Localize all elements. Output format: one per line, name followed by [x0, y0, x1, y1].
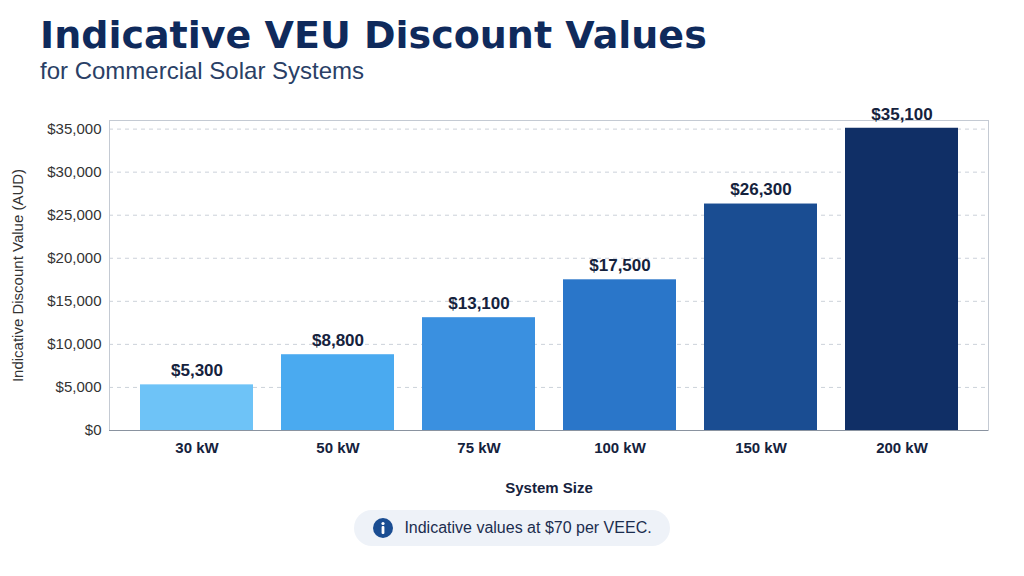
svg-text:75 kW: 75 kW	[457, 439, 501, 456]
svg-text:$10,000: $10,000	[47, 335, 101, 352]
svg-text:$35,000: $35,000	[47, 120, 101, 137]
html-text:Indicative values at $70 per V: Indicative values at $70 per VEEC.	[404, 519, 652, 536]
svg-text:50 kW: 50 kW	[316, 439, 360, 456]
svg-text:$15,000: $15,000	[47, 292, 101, 309]
html-text:for Commercial Solar Systems: for Commercial Solar Systems	[40, 57, 365, 84]
svg-text:$0: $0	[85, 421, 102, 438]
svg-text:$35,100: $35,100	[871, 105, 932, 124]
svg-text:$5,300: $5,300	[171, 361, 223, 380]
svg-text:Indicative Discount Value (AUD: Indicative Discount Value (AUD)	[9, 169, 26, 382]
svg-text:System Size: System Size	[505, 479, 593, 496]
svg-text:$5,000: $5,000	[56, 378, 102, 395]
svg-text:$8,800: $8,800	[312, 331, 364, 350]
svg-text:$20,000: $20,000	[47, 249, 101, 266]
svg-text:200 kW: 200 kW	[876, 439, 929, 456]
svg-text:$13,100: $13,100	[448, 294, 509, 313]
html-text:Indicative VEU Discount Values: Indicative VEU Discount Values	[40, 13, 707, 57]
svg-text:$26,300: $26,300	[730, 180, 791, 199]
svg-text:100 kW: 100 kW	[594, 439, 647, 456]
svg-text:30 kW: 30 kW	[175, 439, 219, 456]
svg-text:$25,000: $25,000	[47, 206, 101, 223]
svg-text:150 kW: 150 kW	[735, 439, 788, 456]
svg-text:$30,000: $30,000	[47, 163, 101, 180]
svg-text:$17,500: $17,500	[589, 256, 650, 275]
